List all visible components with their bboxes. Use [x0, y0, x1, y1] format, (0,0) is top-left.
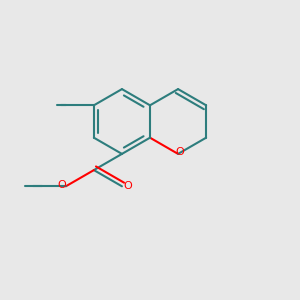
Text: O: O: [124, 181, 132, 191]
Text: O: O: [57, 180, 66, 190]
Text: O: O: [175, 147, 184, 158]
